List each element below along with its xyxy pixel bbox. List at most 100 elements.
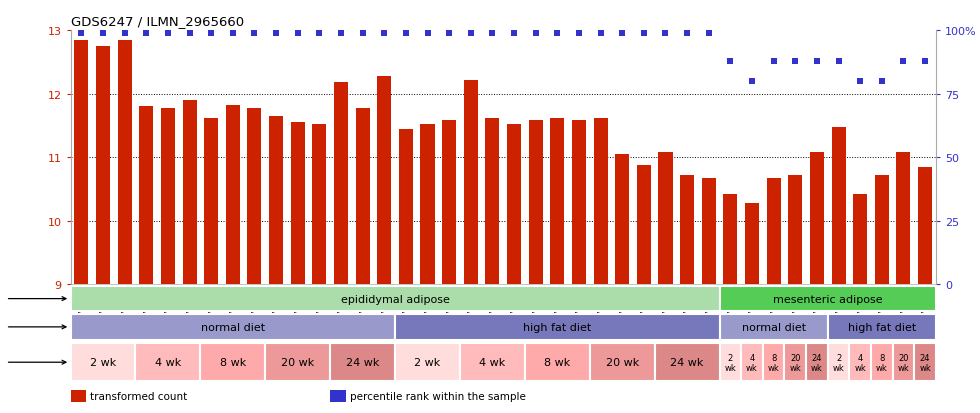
Point [181, 30, 197, 37]
Bar [762, 343, 784, 381]
Bar [893, 343, 914, 381]
Bar [247, 108, 262, 285]
Bar [525, 343, 590, 381]
Point [463, 30, 478, 37]
Point [225, 30, 241, 37]
Bar [161, 108, 175, 285]
Bar [291, 122, 305, 285]
Bar [828, 314, 936, 340]
Bar [399, 129, 413, 285]
Bar [828, 343, 850, 381]
Bar [71, 343, 135, 381]
Bar [680, 176, 694, 285]
Bar [807, 343, 828, 381]
Point [896, 58, 911, 65]
Bar [270, 116, 283, 285]
Point [831, 58, 847, 65]
Point [398, 30, 414, 37]
Bar [464, 81, 478, 285]
Text: 2 wk: 2 wk [90, 357, 117, 367]
Bar [918, 167, 932, 285]
Bar [719, 286, 936, 311]
Text: GDS6247 / ILMN_2965660: GDS6247 / ILMN_2965660 [71, 15, 244, 28]
Bar [766, 178, 781, 285]
Point [290, 30, 306, 37]
Bar [655, 343, 719, 381]
Point [247, 30, 263, 37]
Bar [182, 101, 197, 285]
Bar [395, 314, 719, 340]
Point [484, 30, 500, 37]
Text: 4 wk: 4 wk [479, 357, 506, 367]
Bar [659, 153, 672, 285]
Point [853, 78, 868, 85]
Point [593, 30, 609, 37]
Text: percentile rank within the sample: percentile rank within the sample [350, 391, 526, 401]
Point [658, 30, 673, 37]
Bar [854, 195, 867, 285]
Point [788, 58, 804, 65]
Text: 20 wk: 20 wk [606, 357, 639, 367]
Text: 2
wk: 2 wk [833, 353, 845, 372]
Point [160, 30, 175, 37]
Bar [356, 108, 369, 285]
Bar [485, 119, 500, 285]
Bar [831, 128, 846, 285]
Text: 8 wk: 8 wk [220, 357, 246, 367]
Bar [551, 119, 564, 285]
Point [441, 30, 457, 37]
Point [333, 30, 349, 37]
Point [95, 30, 111, 37]
Bar [702, 178, 715, 285]
Point [701, 30, 716, 37]
Bar [420, 125, 434, 285]
Point [571, 30, 587, 37]
Point [744, 78, 760, 85]
Bar [723, 195, 737, 285]
Point [203, 30, 219, 37]
Bar [594, 119, 608, 285]
Text: transformed count: transformed count [90, 391, 188, 401]
Text: 20
wk: 20 wk [898, 353, 909, 372]
Bar [871, 343, 893, 381]
Bar [313, 125, 326, 285]
Text: mesenteric adipose: mesenteric adipose [773, 294, 883, 304]
Point [74, 30, 89, 37]
Point [917, 58, 933, 65]
Bar [118, 40, 131, 285]
Bar [139, 107, 153, 285]
Bar [460, 343, 525, 381]
Point [355, 30, 370, 37]
Text: 2 wk: 2 wk [415, 357, 441, 367]
Text: high fat diet: high fat diet [848, 322, 916, 332]
Bar [442, 121, 456, 285]
Text: 24 wk: 24 wk [346, 357, 379, 367]
Text: 8
wk: 8 wk [767, 353, 779, 372]
Point [419, 30, 435, 37]
Bar [330, 390, 346, 403]
Bar [528, 121, 543, 285]
Text: 4 wk: 4 wk [155, 357, 181, 367]
Bar [377, 77, 391, 285]
Text: 4
wk: 4 wk [855, 353, 866, 372]
Bar [745, 204, 760, 285]
Bar [809, 153, 824, 285]
Bar [507, 125, 521, 285]
Text: normal diet: normal diet [742, 322, 806, 332]
Point [636, 30, 652, 37]
Text: normal diet: normal diet [201, 322, 265, 332]
Point [312, 30, 327, 37]
Bar [850, 343, 871, 381]
Text: 4
wk: 4 wk [746, 353, 758, 372]
Bar [330, 343, 395, 381]
Bar [204, 119, 219, 285]
Bar [71, 390, 86, 403]
Bar [784, 343, 807, 381]
Bar [897, 153, 910, 285]
Point [614, 30, 630, 37]
Point [528, 30, 544, 37]
Point [874, 78, 890, 85]
Text: 20
wk: 20 wk [790, 353, 802, 372]
Point [507, 30, 522, 37]
Text: epididymal adipose: epididymal adipose [341, 294, 450, 304]
